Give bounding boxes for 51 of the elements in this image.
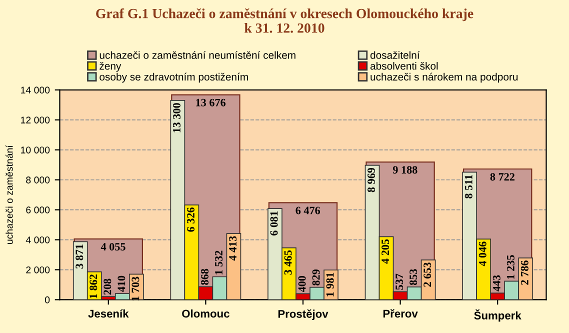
legend-label: osoby se zdravotním postižením (100, 72, 248, 83)
data-label: 208 (104, 278, 112, 295)
data-label: 6 476 (296, 206, 320, 214)
x-tick-label: Přerov (383, 309, 418, 318)
data-label: 4 046 (478, 242, 486, 266)
legend-label: ženy (100, 62, 122, 72)
data-label: 1 981 (326, 272, 334, 296)
data-label: 1 532 (215, 250, 222, 274)
data-label: 1 862 (90, 274, 98, 298)
data-label: 8 969 (368, 168, 376, 192)
data-label: 410 (118, 276, 126, 292)
legend-label: absolventi škol (370, 62, 438, 70)
legend-label: uchazeči s nárokem na podporu (370, 72, 518, 83)
chart-title: Graf G.1 Uchazeči o zaměstnání v okresech Olomouckého kraje k 31. 12. 2010 (96, 8, 474, 33)
data-label: 853 (410, 269, 418, 286)
data-label: 1 235 (506, 255, 514, 279)
x-tick-label: Šumperk (474, 309, 522, 322)
y-tick-label: 10 000 (21, 146, 50, 154)
data-label: 4 413 (229, 236, 236, 261)
legend-label: uchazeči o zaměstnání neumístění celkem (100, 51, 296, 59)
data-label: 3 871 (76, 244, 84, 269)
data-label: 6 326 (186, 207, 194, 232)
y-tick-label: 0 (44, 296, 50, 304)
data-label: 8 722 (490, 173, 514, 181)
x-tick-label: Olomouc (182, 309, 230, 318)
data-label: 4 205 (382, 239, 390, 264)
y-tick-label: 4 000 (26, 236, 50, 244)
data-label: 443 (492, 275, 500, 292)
y-tick-label: 8 000 (26, 176, 50, 184)
data-label: 3 465 (284, 250, 292, 275)
data-label: 4 055 (100, 243, 126, 250)
y-tick-label: 12 000 (21, 116, 50, 124)
data-label: 829 (312, 270, 320, 286)
y-tick-label: 2 000 (26, 266, 50, 274)
legend-label: dosažitelní (370, 51, 420, 59)
data-label: 2 786 (520, 260, 528, 285)
y-tick-label: 6 000 (26, 206, 50, 214)
data-label: 537 (396, 274, 404, 290)
data-label: 13 300 (172, 103, 180, 132)
data-label: 400 (298, 276, 306, 292)
data-label: 9 188 (392, 166, 418, 174)
data-label: 1 703 (132, 276, 140, 301)
data-label: 2 653 (424, 262, 432, 287)
x-tick-label: Jeseník (88, 309, 129, 318)
data-label: 13 676 (196, 98, 226, 106)
x-tick-label: Prostějov (278, 309, 328, 320)
data-label: 8 511 (464, 174, 472, 198)
y-axis-title: uchazeči o zaměstnání (6, 145, 13, 244)
data-label: 868 (200, 268, 208, 285)
y-tick-label: 14 000 (21, 86, 50, 94)
data-label: 6 081 (270, 211, 278, 236)
